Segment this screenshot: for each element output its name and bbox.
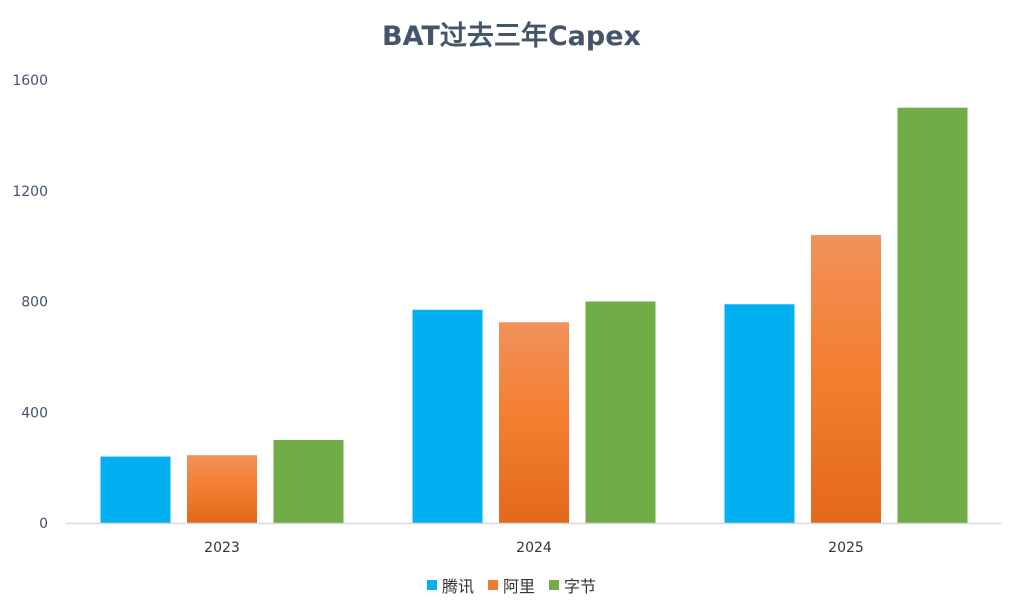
legend-swatch: [426, 580, 437, 590]
y-tick-label: 0: [39, 516, 48, 532]
x-tick-label: 2025: [828, 540, 864, 556]
chart-title: BAT过去三年Capex: [382, 21, 641, 52]
legend-item: 字节: [549, 573, 596, 597]
bar-2023-series-2: [273, 439, 344, 523]
legend: 腾讯 阿里 字节: [0, 573, 1023, 597]
x-tick-label: 2024: [516, 540, 552, 556]
x-tick-label: 2023: [204, 540, 240, 556]
bars: [100, 107, 968, 524]
bar-2023-series-0: [100, 456, 171, 523]
bar-2025-series-2: [897, 107, 968, 523]
bar-2025-series-0: [724, 304, 795, 523]
y-tick-label: 800: [21, 295, 48, 311]
legend-label: 腾讯: [441, 577, 474, 596]
legend-label: 阿里: [502, 577, 535, 596]
x-axis: 2023 2024 2025: [204, 540, 864, 556]
legend-swatch: [487, 580, 498, 590]
legend-swatch: [549, 580, 559, 590]
y-axis: 0 400 800 1200 1600: [12, 73, 48, 532]
bar-2024-series-0: [412, 309, 483, 523]
legend-item: 腾讯: [426, 573, 474, 597]
bar-2023-series-1: [187, 455, 257, 523]
y-tick-label: 400: [21, 405, 48, 421]
y-tick-label: 1200: [12, 184, 48, 200]
bar-2025-series-1: [811, 235, 881, 524]
y-tick-label: 1600: [12, 73, 48, 89]
legend-label: 字节: [564, 577, 597, 596]
legend-item: 阿里: [487, 573, 535, 597]
bar-2024-series-2: [585, 301, 656, 523]
bar-2024-series-1: [499, 322, 569, 523]
